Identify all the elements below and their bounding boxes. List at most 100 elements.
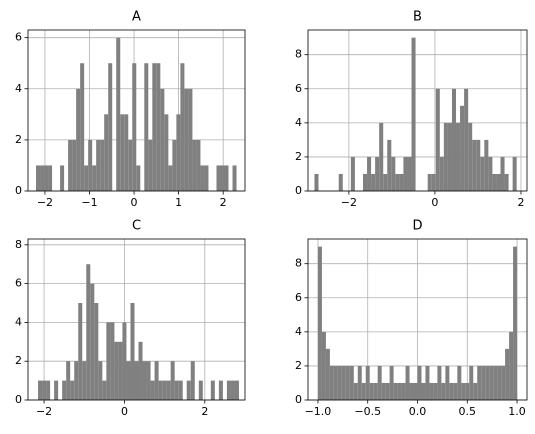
x-tick-label: 0	[431, 196, 438, 209]
bar	[94, 303, 99, 400]
bar	[48, 165, 53, 191]
bar	[500, 156, 505, 191]
bar	[150, 380, 155, 400]
chart-title: B	[413, 10, 422, 25]
bar	[72, 139, 77, 191]
bar	[469, 365, 474, 400]
bar	[134, 361, 139, 400]
x-tick-label: −1	[81, 196, 97, 209]
bar	[102, 380, 107, 400]
bar	[154, 361, 159, 400]
bar	[488, 156, 493, 191]
bar	[337, 365, 342, 400]
bar	[456, 122, 461, 191]
bar	[44, 165, 49, 191]
bar	[142, 361, 147, 400]
bar	[314, 173, 319, 191]
bar	[188, 88, 193, 191]
x-tick-label: 2	[220, 196, 227, 209]
chart-title: C	[132, 219, 141, 234]
bar	[443, 122, 448, 191]
bar	[375, 156, 380, 191]
x-tick-label: −0.5	[354, 405, 381, 418]
bar	[148, 139, 153, 191]
y-tick-label: 2	[295, 359, 302, 372]
bar	[435, 88, 440, 191]
y-tick-label: 0	[15, 393, 22, 406]
bar	[496, 173, 501, 191]
bar	[379, 122, 384, 191]
bar	[100, 139, 105, 191]
plot-area	[28, 30, 245, 191]
bar	[118, 341, 123, 400]
bar	[146, 361, 151, 400]
bar	[186, 380, 191, 400]
bar	[226, 380, 231, 400]
x-tick-label: −2	[36, 405, 52, 418]
bar	[349, 365, 354, 400]
bar	[425, 365, 430, 400]
bar	[224, 165, 229, 191]
bar	[407, 156, 412, 191]
bar	[156, 63, 161, 191]
bar	[166, 380, 171, 400]
bar	[393, 382, 398, 400]
x-tick-label: 0	[131, 196, 138, 209]
bar	[230, 380, 235, 400]
bar	[68, 139, 73, 191]
bar	[468, 122, 473, 191]
bar	[333, 365, 338, 400]
bar	[126, 361, 131, 400]
y-tick-label: 8	[295, 257, 302, 270]
bar	[389, 365, 394, 400]
y-tick-label: 6	[295, 291, 302, 304]
bar	[512, 156, 517, 191]
bar	[399, 173, 404, 191]
bar	[387, 139, 392, 191]
bar	[449, 382, 454, 400]
bar	[144, 63, 149, 191]
x-tick-label: −1.0	[305, 405, 332, 418]
bar	[338, 173, 343, 191]
bar	[383, 173, 388, 191]
bar	[457, 365, 462, 400]
y-tick-label: 0	[295, 393, 302, 406]
bar	[46, 380, 51, 400]
bar	[96, 139, 101, 191]
bar	[78, 303, 83, 400]
bar	[451, 88, 457, 191]
bar	[480, 156, 485, 191]
bar	[325, 348, 330, 400]
bar	[66, 361, 71, 400]
bar	[397, 382, 402, 400]
bar	[92, 165, 97, 191]
bar	[439, 156, 444, 191]
bar	[180, 63, 185, 191]
x-tick-label: 1.0	[508, 405, 526, 418]
y-tick-label: 6	[15, 277, 22, 290]
bar	[373, 382, 378, 400]
bar	[357, 365, 362, 400]
y-tick-label: 4	[15, 82, 22, 95]
bar	[116, 37, 121, 191]
bar	[367, 156, 372, 191]
bar	[472, 139, 477, 191]
bar	[371, 173, 376, 191]
bar	[445, 365, 450, 400]
bar	[484, 139, 489, 191]
x-tick-label: 1	[175, 196, 182, 209]
bar	[210, 380, 215, 400]
bar	[86, 264, 91, 400]
y-tick-label: 4	[295, 116, 302, 129]
bar	[350, 156, 355, 191]
bar	[464, 88, 469, 191]
bar	[413, 382, 418, 400]
bar	[321, 331, 326, 400]
bar	[481, 365, 486, 400]
bar	[170, 361, 175, 400]
bar	[190, 361, 195, 400]
bar	[38, 380, 43, 400]
bar	[497, 365, 502, 400]
bar	[453, 382, 458, 400]
bar	[172, 139, 177, 191]
